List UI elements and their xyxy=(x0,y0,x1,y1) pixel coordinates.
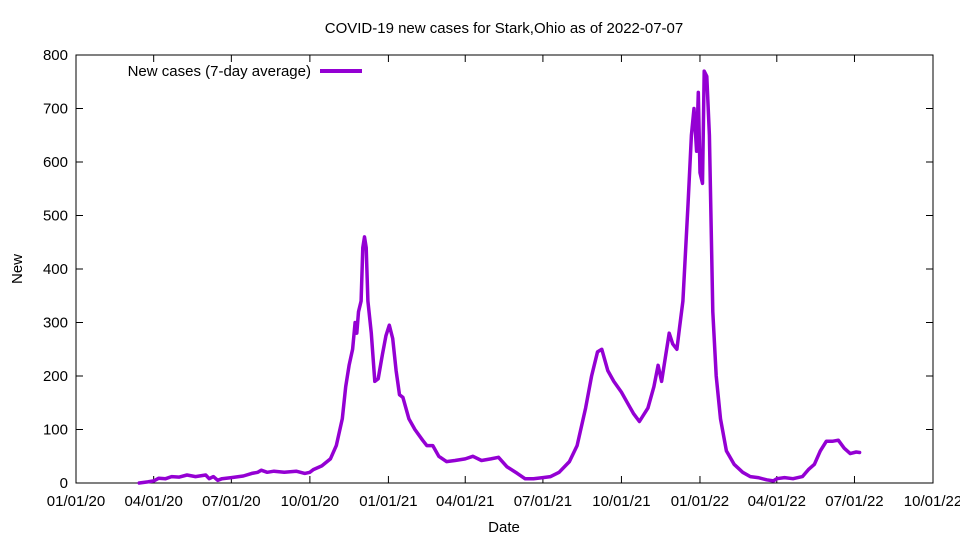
x-tick-label: 07/01/22 xyxy=(825,493,883,510)
x-tick-label: 01/01/22 xyxy=(671,493,729,510)
x-tick-label: 01/01/21 xyxy=(359,493,417,510)
y-tick-label: 100 xyxy=(43,422,68,439)
y-tick-label: 700 xyxy=(43,101,68,118)
y-tick-label: 600 xyxy=(43,154,68,171)
x-axis: 01/01/20 04/01/20 07/01/20 10/01/20 01/01/21… xyxy=(47,55,960,510)
y-tick-label: 400 xyxy=(43,261,68,278)
x-tick-label: 04/01/22 xyxy=(748,493,806,510)
series-line xyxy=(137,69,862,485)
y-axis-label: New xyxy=(9,254,26,284)
x-tick-label: 10/01/21 xyxy=(592,493,650,510)
y-tick-label: 0 xyxy=(60,475,68,492)
x-axis-label: Date xyxy=(488,519,520,536)
x-tick-label: 07/01/21 xyxy=(514,493,572,510)
x-tick-label: 04/01/21 xyxy=(436,493,494,510)
x-tick-label: 10/01/20 xyxy=(281,493,339,510)
y-tick-label: 200 xyxy=(43,368,68,385)
x-tick-label: 04/01/20 xyxy=(124,493,182,510)
y-tick-label: 800 xyxy=(43,47,68,64)
legend: New cases (7-day average) xyxy=(128,63,362,80)
chart-title: COVID-19 new cases for Stark,Ohio as of … xyxy=(325,20,684,37)
x-tick-label: 01/01/20 xyxy=(47,493,105,510)
legend-label: New cases (7-day average) xyxy=(128,63,311,80)
y-tick-label: 300 xyxy=(43,315,68,332)
plot-area-frame xyxy=(75,54,934,484)
x-tick-label: 10/01/22 xyxy=(904,493,960,510)
x-tick-label: 07/01/20 xyxy=(202,493,260,510)
y-axis: 0 100 200 300 400 500 600 700 800 xyxy=(43,47,933,492)
series-layer xyxy=(137,69,862,485)
y-tick-label: 500 xyxy=(43,208,68,225)
